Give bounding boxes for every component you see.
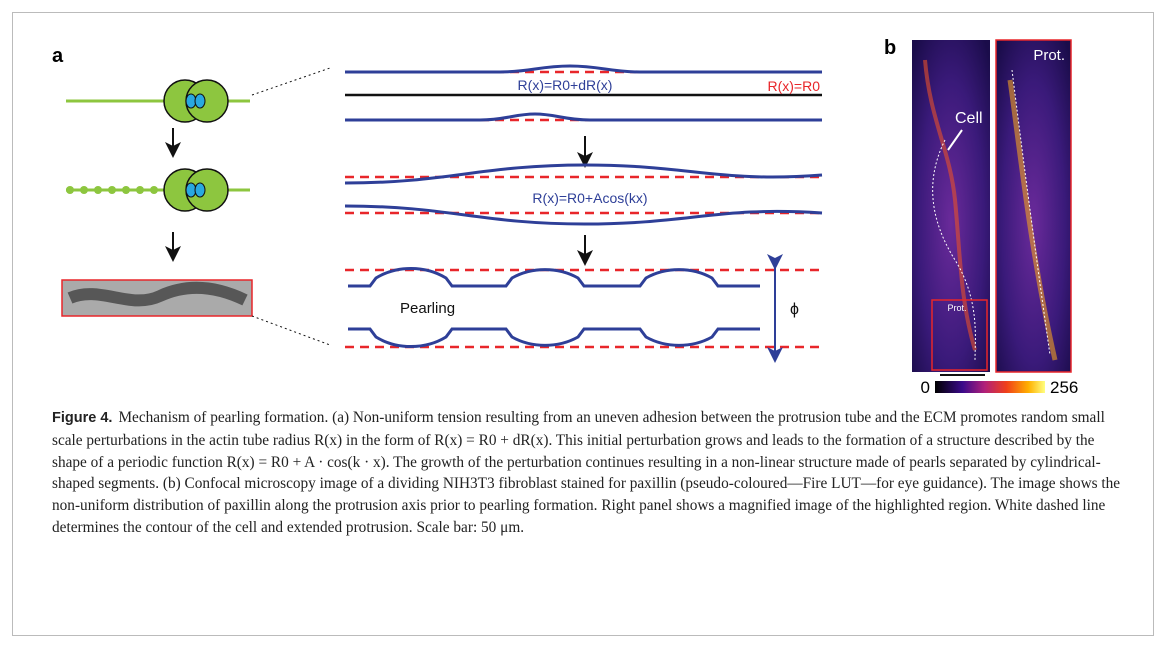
caption-text: Mechanism of pearling formation. (a) Non… — [52, 409, 1120, 536]
panel-label: b — [884, 37, 896, 59]
colorbar-max: 256 — [1050, 378, 1078, 397]
colorbar-min: 0 — [921, 378, 930, 397]
panel-a: a R(x)=R0+dR(x) R(x)=R0 R(x)=R0+Acos(kx)… — [52, 45, 822, 355]
label: Prot. — [1033, 47, 1065, 64]
symbol: ϕ — [790, 301, 799, 318]
equation: R(x)=R0 — [767, 78, 820, 94]
panel-label: a — [52, 45, 64, 67]
label: Prot. — [947, 303, 966, 313]
page: a R(x)=R0+dR(x) R(x)=R0 R(x)=R0+Acos(kx)… — [0, 0, 1168, 650]
caption: Figure 4.Mechanism of pearling formation… — [52, 407, 1132, 539]
equation: R(x)=R0+Acos(kx) — [532, 190, 647, 206]
panel-b: b Prot. Cell Prot. 0 256 — [884, 37, 1078, 397]
label: Pearling — [400, 300, 455, 317]
caption-label: Figure 4. — [52, 410, 112, 426]
equation: R(x)=R0+dR(x) — [518, 77, 613, 93]
figure: a R(x)=R0+dR(x) R(x)=R0 R(x)=R0+Acos(kx)… — [0, 0, 1168, 405]
label: Cell — [955, 110, 983, 127]
